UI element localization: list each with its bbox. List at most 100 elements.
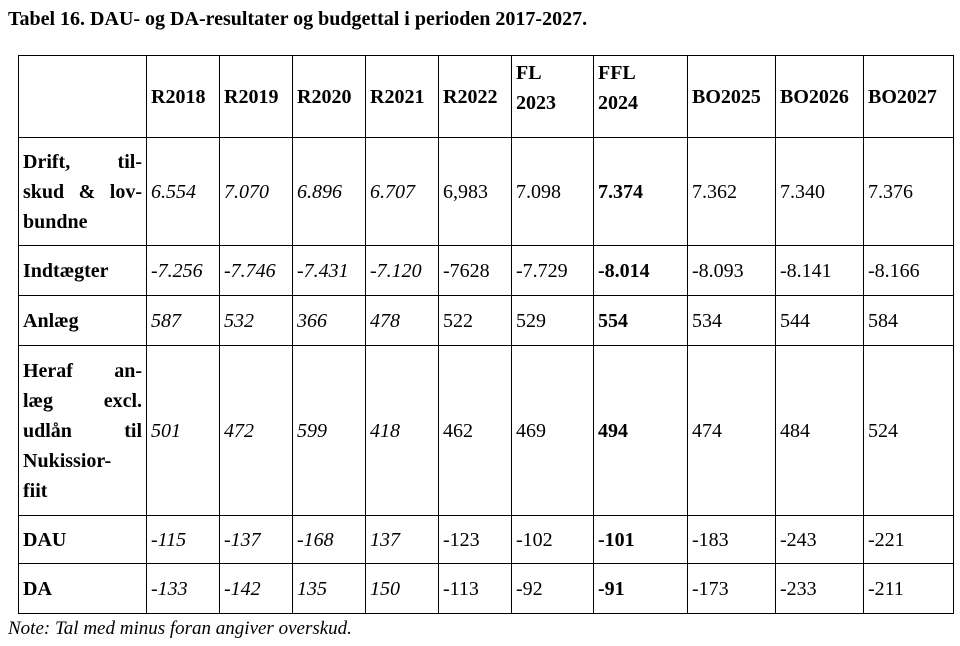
table-cell: 7.362: [687, 137, 776, 246]
table-cell: 6.896: [292, 137, 366, 246]
column-header: BO2025: [687, 55, 776, 138]
table-cell: 478: [365, 295, 439, 346]
table-cell: 366: [292, 295, 366, 346]
table-cell: -123: [438, 515, 512, 564]
table-cell: 150: [365, 563, 439, 614]
row-label: DAU: [18, 515, 147, 564]
table-title: Tabel 16. DAU- og DA-resultater og budge…: [8, 8, 588, 30]
table-cell: 494: [593, 345, 688, 516]
column-header: R2021: [365, 55, 439, 138]
row-label-line: DAU: [23, 528, 67, 551]
table-cell: -92: [511, 563, 594, 614]
table-cell: 135: [292, 563, 366, 614]
table-cell: -7.729: [511, 245, 594, 296]
table-cell: 524: [863, 345, 954, 516]
table-cell: 544: [775, 295, 864, 346]
table-cell: 554: [593, 295, 688, 346]
table-cell: 469: [511, 345, 594, 516]
table-cell: -233: [775, 563, 864, 614]
row-label: Heraf an-læg excl. udlån til Nukissior-fii…: [18, 345, 147, 516]
table-cell: 418: [365, 345, 439, 516]
table-cell: -142: [219, 563, 293, 614]
table-cell: 7.376: [863, 137, 954, 246]
table-row: DA -133 -142 135 150 -113 -92 -91 -173 -233 -211: [18, 563, 954, 614]
table-row: Drift, til-skud & lov-bundne 6.554 7.070 6.…: [18, 137, 954, 246]
table-cell: -173: [687, 563, 776, 614]
column-header-line: 2024: [598, 92, 638, 114]
table-cell: 587: [146, 295, 220, 346]
table-cell: -221: [863, 515, 954, 564]
table-cell: -183: [687, 515, 776, 564]
row-label-line: Anlæg: [23, 309, 79, 332]
table-cell: -8.014: [593, 245, 688, 296]
column-header-line: FFL: [598, 62, 636, 84]
column-header: BO2027: [863, 55, 954, 138]
table-row: Heraf an-læg excl. udlån til Nukissior-fii…: [18, 345, 954, 516]
row-label-line: fiit: [23, 479, 48, 502]
row-label-line: udlån til: [23, 419, 142, 442]
table-cell: -8.166: [863, 245, 954, 296]
column-header: R2019: [219, 55, 293, 138]
table-row: Indtægter -7.256 -7.746 -7.431 -7.120 -7628 -7…: [18, 245, 954, 296]
table-cell: 137: [365, 515, 439, 564]
table-cell: -168: [292, 515, 366, 564]
table-cell: 472: [219, 345, 293, 516]
table-cell: -7628: [438, 245, 512, 296]
table-cell: 532: [219, 295, 293, 346]
column-header: R2020: [292, 55, 366, 138]
row-label: DA: [18, 563, 147, 614]
table-row: Anlæg 587 532 366 478 522 529 554 534 544 584: [18, 295, 954, 346]
row-label-line: DA: [23, 577, 52, 600]
table-cell: 584: [863, 295, 954, 346]
table-cell: 529: [511, 295, 594, 346]
header-row: R2018 R2019 R2020 R2021 R2022 FL 2023 FFL 2024 BO…: [18, 55, 954, 138]
row-label-line: skud & lov-: [23, 180, 142, 203]
column-header-line: 2023: [516, 92, 556, 114]
table-cell: 462: [438, 345, 512, 516]
column-header: BO2026: [775, 55, 864, 138]
budget-table: R2018 R2019 R2020 R2021 R2022 FL 2023 FFL 2024 BO…: [18, 55, 954, 614]
table-cell: -243: [775, 515, 864, 564]
table-cell: 534: [687, 295, 776, 346]
row-label: Anlæg: [18, 295, 147, 346]
column-header: R2018: [146, 55, 220, 138]
row-label-line: Nukissior-: [23, 449, 112, 472]
column-header: R2022: [438, 55, 512, 138]
table-cell: 501: [146, 345, 220, 516]
table-cell: 484: [775, 345, 864, 516]
table-cell: -8.093: [687, 245, 776, 296]
table-cell: -7.120: [365, 245, 439, 296]
table-cell: 474: [687, 345, 776, 516]
column-header-line: FL: [516, 62, 542, 84]
row-label-line: bundne: [23, 210, 88, 233]
table-cell: -115: [146, 515, 220, 564]
row-label: Indtægter: [18, 245, 147, 296]
corner-cell: [18, 55, 147, 138]
table-cell: -102: [511, 515, 594, 564]
table-cell: 599: [292, 345, 366, 516]
table-cell: 6.554: [146, 137, 220, 246]
table-cell: -91: [593, 563, 688, 614]
table-cell: -137: [219, 515, 293, 564]
row-label-line: Indtægter: [23, 259, 109, 282]
table-cell: -7.746: [219, 245, 293, 296]
table-note: Note: Tal med minus foran angiver oversk…: [8, 618, 352, 639]
table-row: DAU -115 -137 -168 137 -123 -102 -101 -183 -243 -2…: [18, 515, 954, 564]
column-header: FL 2023: [511, 55, 594, 138]
table-cell: 7.098: [511, 137, 594, 246]
table-cell: -211: [863, 563, 954, 614]
table-cell: 6.707: [365, 137, 439, 246]
table-cell: -133: [146, 563, 220, 614]
table-cell: 522: [438, 295, 512, 346]
row-label: Drift, til-skud & lov-bundne: [18, 137, 147, 246]
table-cell: -7.431: [292, 245, 366, 296]
table-cell: 7.374: [593, 137, 688, 246]
table-cell: -8.141: [775, 245, 864, 296]
row-label-line: Heraf an-: [23, 359, 142, 382]
table-cell: -101: [593, 515, 688, 564]
column-header: FFL 2024: [593, 55, 688, 138]
table-cell: -7.256: [146, 245, 220, 296]
table-cell: 6,983: [438, 137, 512, 246]
table-cell: -113: [438, 563, 512, 614]
table-cell: 7.340: [775, 137, 864, 246]
